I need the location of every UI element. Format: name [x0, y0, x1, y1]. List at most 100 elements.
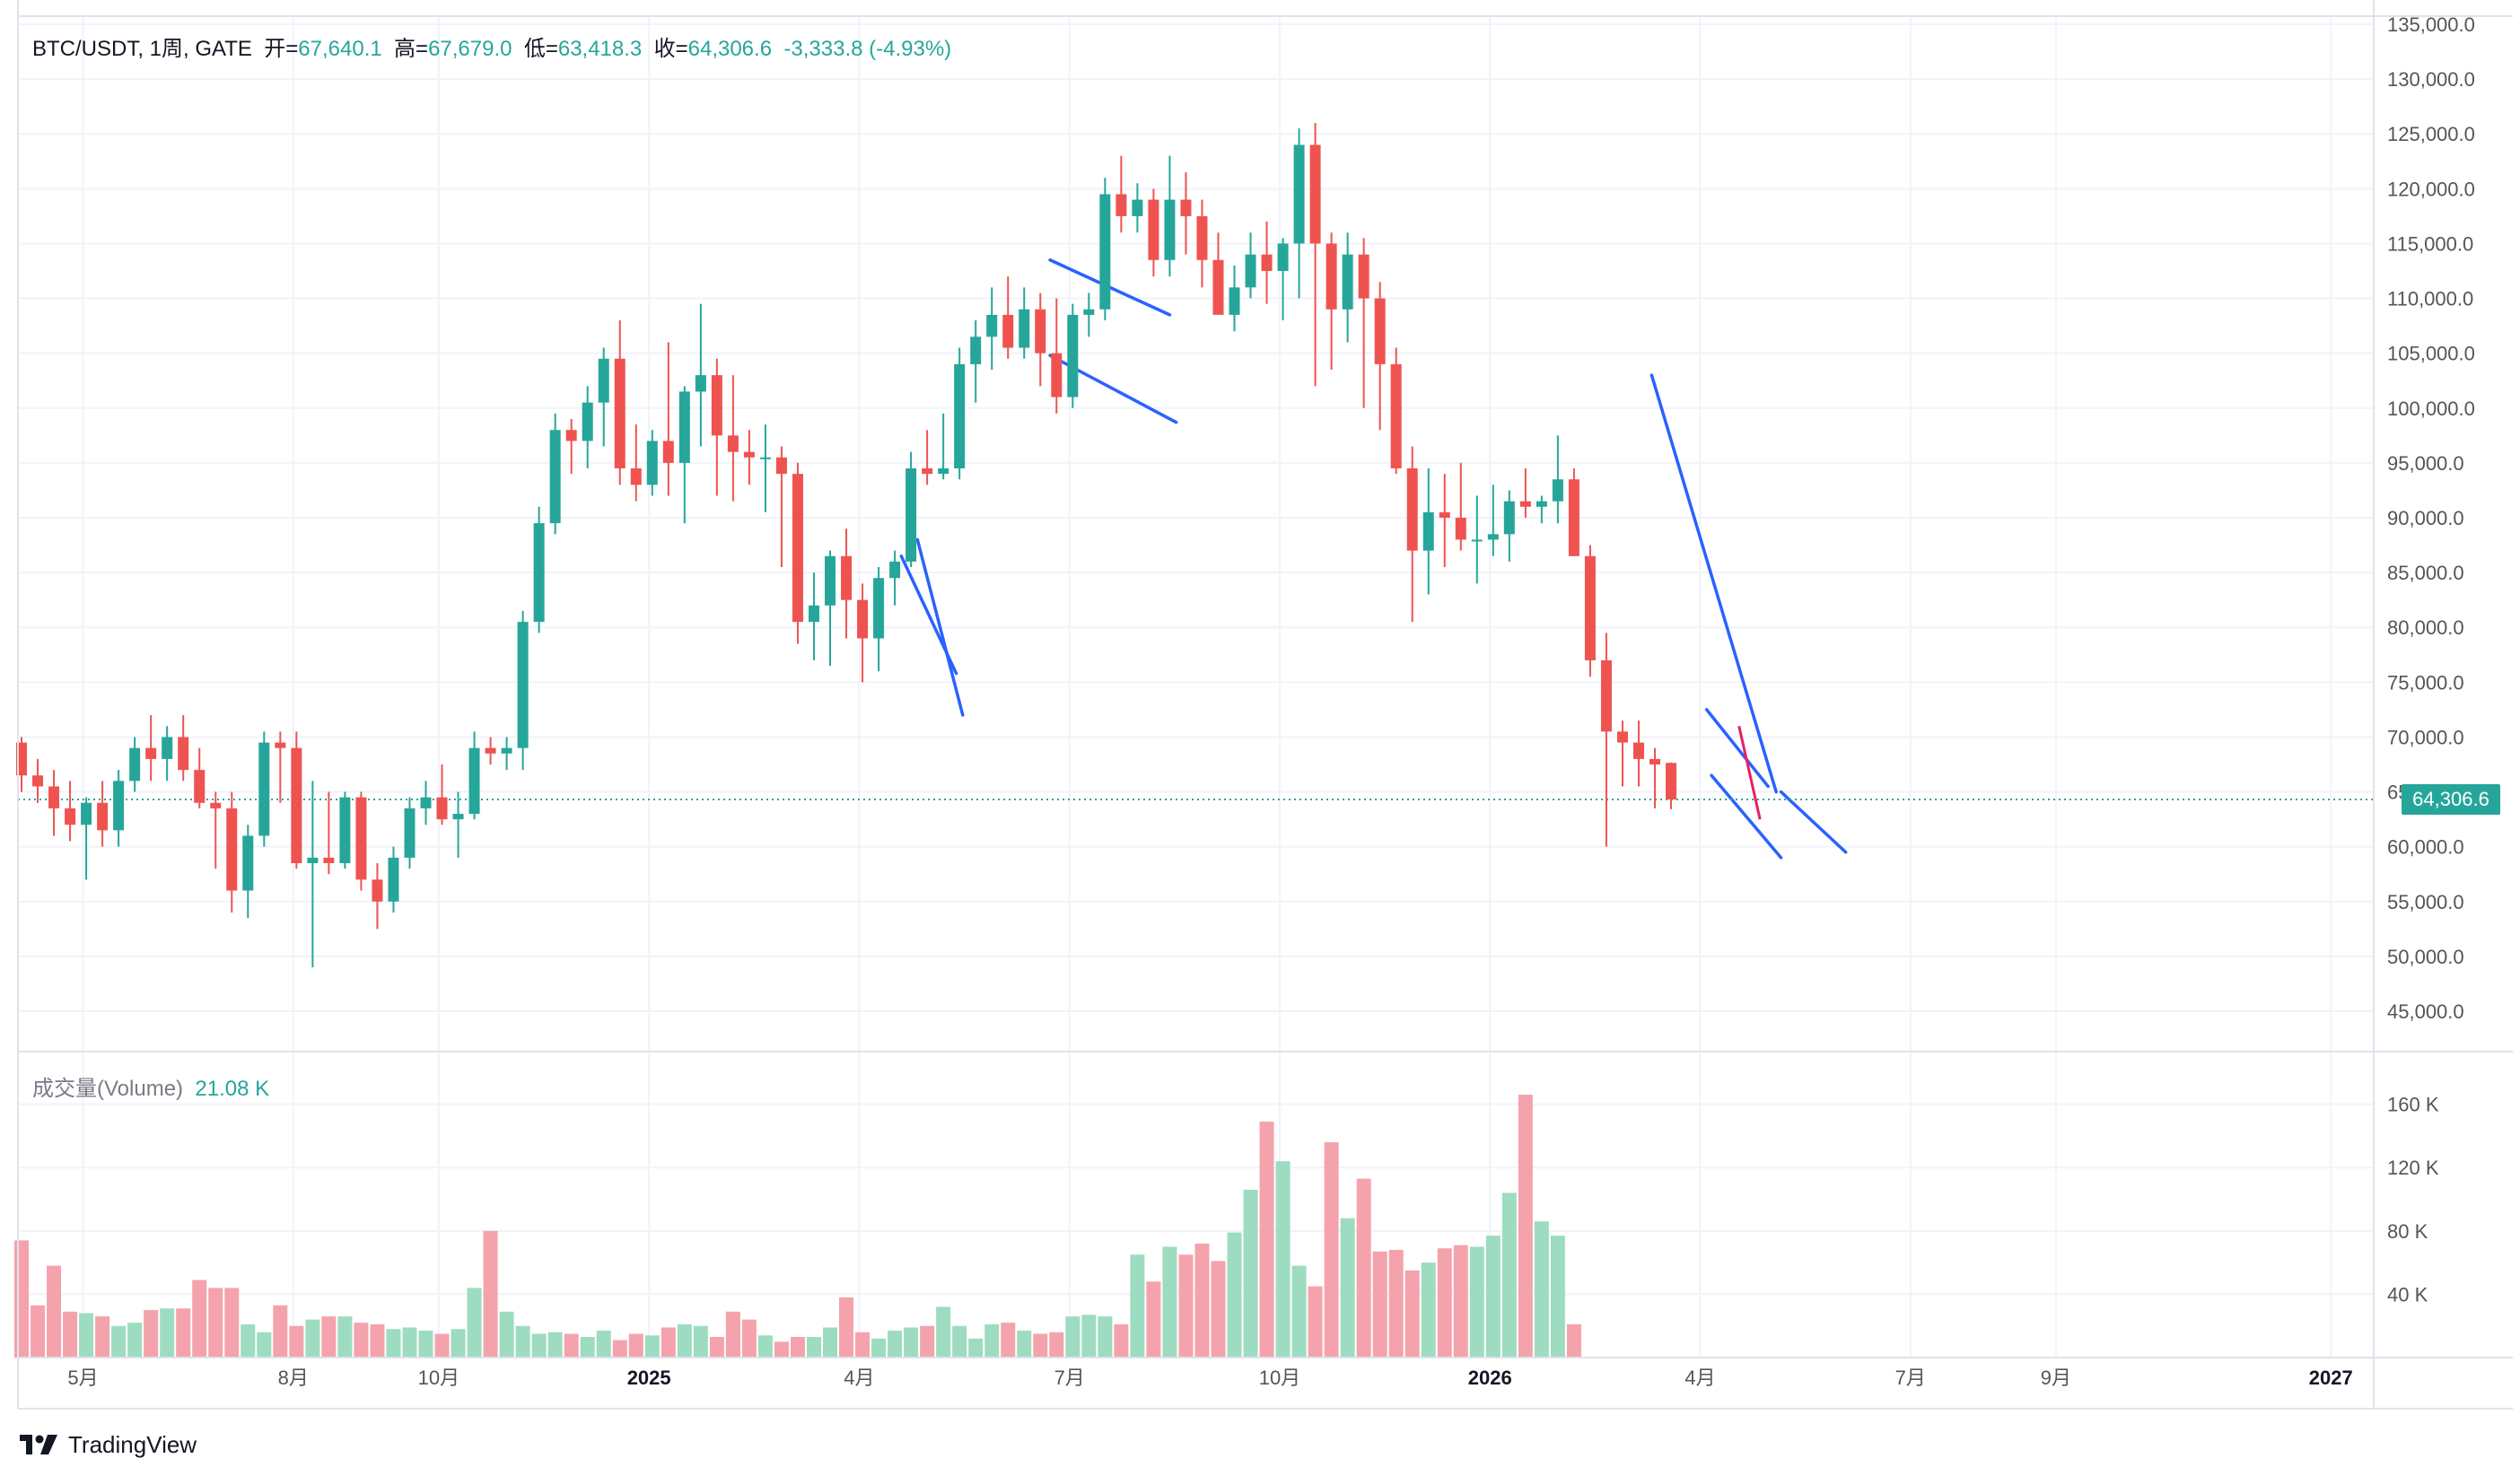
candle: [81, 797, 92, 880]
volume-bar: [1194, 1243, 1210, 1358]
candle: [420, 781, 432, 825]
candle: [1002, 276, 1014, 359]
candle: [1019, 287, 1030, 359]
candle: [1148, 188, 1159, 277]
time-tick-label: 2025: [627, 1367, 671, 1389]
candle-body: [178, 737, 189, 771]
volume-bar: [1356, 1178, 1371, 1358]
volume-bar: [257, 1332, 272, 1358]
price-tick-label: 50,000.0: [2387, 946, 2464, 968]
time-tick-label: 2027: [2309, 1367, 2353, 1389]
volume-bar: [176, 1308, 191, 1358]
candle: [614, 320, 626, 485]
volume-bar: [1259, 1122, 1274, 1358]
candle-body: [743, 451, 755, 458]
volume-bar: [661, 1327, 676, 1358]
candle: [678, 386, 690, 524]
candle-body: [1196, 215, 1208, 260]
volume-bar: [192, 1279, 207, 1358]
tradingview-brand[interactable]: TradingView: [18, 1429, 197, 1460]
price-tick-label: 120,000.0: [2387, 178, 2475, 200]
candle-body: [857, 599, 869, 639]
candle: [1568, 468, 1579, 556]
candle-body: [1019, 309, 1030, 348]
candle-body: [1536, 501, 1547, 507]
candle: [1390, 347, 1402, 475]
candle-body: [775, 457, 787, 475]
last-price-tag: 64,306.6: [2402, 784, 2500, 815]
candle: [711, 358, 722, 496]
candle: [873, 567, 885, 672]
volume-bar: [628, 1333, 643, 1358]
candle: [1422, 468, 1434, 595]
volume-bar: [144, 1310, 159, 1358]
volume-bar: [1324, 1142, 1339, 1358]
volume-bar: [1340, 1218, 1355, 1358]
volume-bar: [1469, 1246, 1484, 1358]
volume-bar: [920, 1325, 935, 1358]
candle: [1245, 232, 1256, 299]
candle: [533, 506, 545, 633]
volume-bar: [790, 1337, 805, 1358]
volume-bar: [904, 1327, 919, 1358]
candle-body: [420, 797, 432, 808]
volume-bar: [1114, 1323, 1129, 1358]
candle: [226, 791, 238, 913]
gridlines: [18, 16, 2374, 1358]
volume-bar: [160, 1308, 175, 1358]
candle-body: [1600, 659, 1612, 732]
candle: [906, 451, 917, 567]
candle-body: [48, 786, 60, 808]
candle: [825, 550, 836, 666]
candle: [178, 715, 189, 782]
candle-body: [825, 555, 836, 606]
candle-body: [1471, 539, 1483, 542]
price-tick-label: 100,000.0: [2387, 397, 2475, 420]
volume-tick-label: 80 K: [2387, 1220, 2428, 1243]
volume-bars: [14, 1095, 1581, 1358]
candle: [1293, 128, 1305, 299]
price-tick-label: 60,000.0: [2387, 836, 2464, 859]
volume-bar: [418, 1331, 433, 1358]
red-pennant-line: [1737, 725, 1762, 820]
volume-bar: [337, 1316, 353, 1358]
candle-body: [194, 770, 206, 803]
candle-body: [1390, 363, 1402, 468]
volume-bar: [757, 1335, 773, 1358]
volume-bar: [547, 1332, 563, 1358]
candle: [1633, 721, 1644, 787]
candle-body: [162, 737, 173, 759]
high-label: 高=: [394, 37, 429, 61]
candle: [1132, 183, 1143, 233]
candle-body: [1422, 511, 1434, 551]
candle-body: [1212, 259, 1224, 315]
time-tick-label: 7月: [1054, 1367, 1085, 1389]
open-label: 开=: [264, 37, 299, 61]
volume-bar: [855, 1332, 871, 1358]
volume-bar: [1227, 1232, 1242, 1358]
volume-bar: [936, 1306, 951, 1358]
change-value: -3,333.8 (-4.93%): [783, 37, 952, 61]
candle-body: [1568, 479, 1579, 556]
volume-bar: [806, 1337, 821, 1358]
volume-label: 成交量(Volume): [32, 1077, 184, 1101]
volume-bar: [612, 1340, 627, 1358]
volume-bar: [1534, 1221, 1549, 1358]
time-tick-label: 7月: [1895, 1367, 1926, 1389]
candle: [1503, 490, 1515, 562]
candle-body: [841, 555, 853, 600]
trendline: [899, 555, 958, 676]
candle-body: [1326, 243, 1337, 310]
candle-body: [533, 523, 545, 623]
price-tick-label: 135,000.0: [2387, 13, 2475, 36]
candle: [501, 737, 512, 771]
candle: [1229, 265, 1240, 332]
candle: [388, 846, 399, 913]
candle-body: [1229, 287, 1240, 315]
volume-bar: [208, 1288, 223, 1358]
close-label: 收=: [653, 37, 688, 61]
candle-body: [792, 474, 803, 623]
candle-body: [1277, 243, 1289, 271]
volume-bar: [1453, 1245, 1468, 1358]
volume-value: 21.08 K: [195, 1077, 270, 1101]
